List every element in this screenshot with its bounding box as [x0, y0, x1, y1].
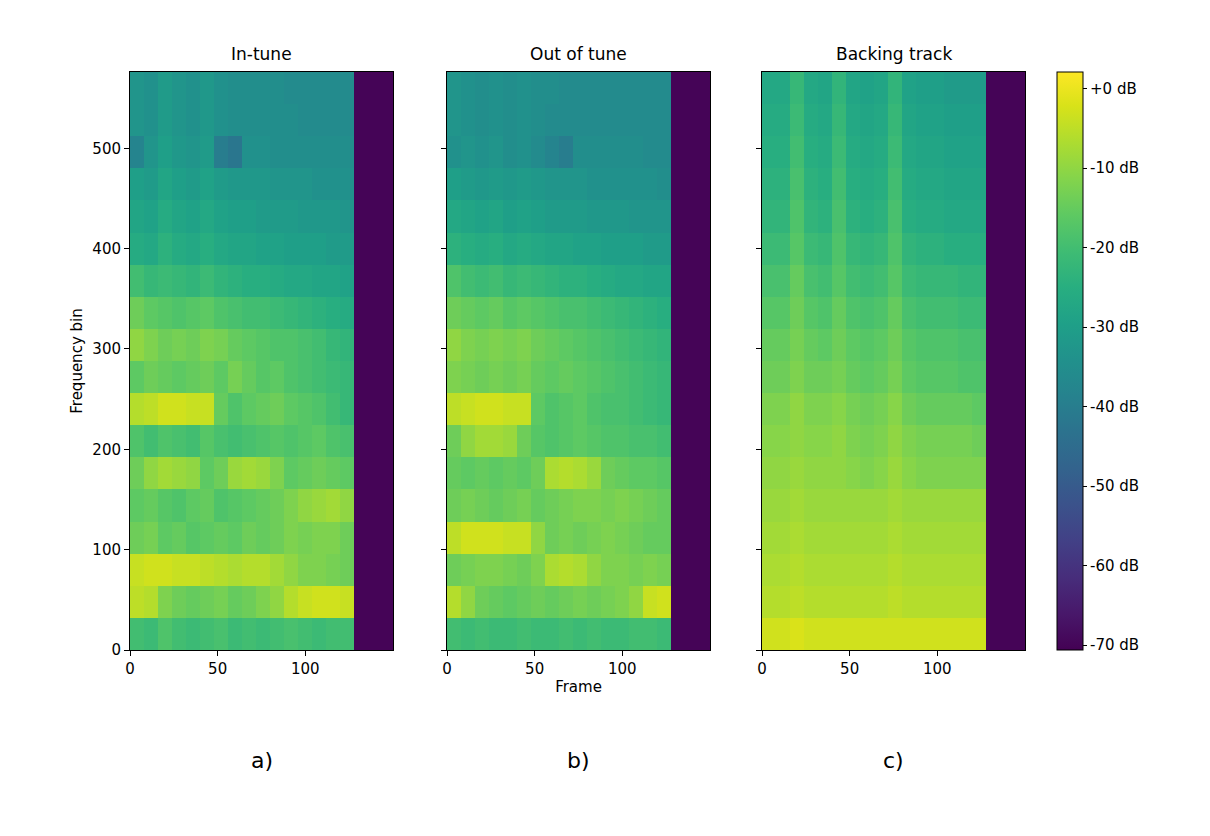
- svg-text:100: 100: [92, 541, 121, 559]
- svg-text:100: 100: [291, 660, 320, 678]
- svg-text:-60 dB: -60 dB: [1090, 557, 1139, 575]
- svg-text:0: 0: [442, 660, 452, 678]
- svg-text:-30 dB: -30 dB: [1090, 318, 1139, 336]
- svg-text:50: 50: [208, 660, 227, 678]
- svg-text:+0 dB: +0 dB: [1090, 80, 1137, 98]
- svg-text:-20 dB: -20 dB: [1090, 239, 1139, 257]
- svg-text:Out of tune: Out of tune: [530, 44, 627, 64]
- svg-text:-40 dB: -40 dB: [1090, 398, 1139, 416]
- svg-text:400: 400: [92, 240, 121, 258]
- svg-text:c): c): [883, 748, 904, 773]
- svg-text:50: 50: [840, 660, 859, 678]
- svg-text:300: 300: [92, 340, 121, 358]
- svg-text:100: 100: [608, 660, 637, 678]
- svg-text:50: 50: [525, 660, 544, 678]
- svg-text:0: 0: [125, 660, 135, 678]
- svg-text:Backing track: Backing track: [836, 44, 952, 64]
- svg-text:a): a): [251, 748, 273, 773]
- svg-text:-10 dB: -10 dB: [1090, 159, 1139, 177]
- svg-text:-70 dB: -70 dB: [1090, 636, 1139, 654]
- svg-text:100: 100: [923, 660, 952, 678]
- svg-text:500: 500: [92, 140, 121, 158]
- svg-text:-50 dB: -50 dB: [1090, 477, 1139, 495]
- svg-text:0: 0: [111, 641, 121, 659]
- svg-text:0: 0: [757, 660, 767, 678]
- svg-text:Frequency bin: Frequency bin: [68, 308, 86, 413]
- svg-text:In-tune: In-tune: [231, 44, 292, 64]
- svg-text:200: 200: [92, 441, 121, 459]
- svg-text:Frame: Frame: [555, 678, 602, 696]
- svg-text:b): b): [567, 748, 590, 773]
